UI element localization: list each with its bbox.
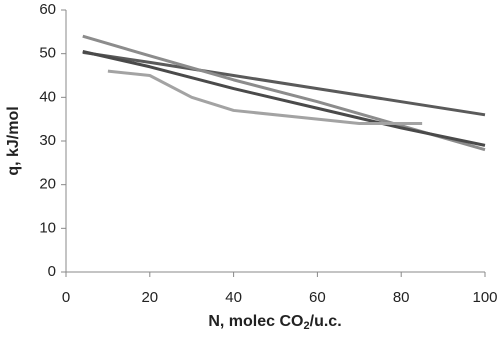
- x-tick-label: 60: [309, 289, 326, 306]
- y-tick-label: 10: [39, 219, 56, 236]
- series-line: [82, 50, 486, 147]
- y-axis-label: q, kJ/mol: [5, 106, 22, 175]
- x-tick-label: 100: [472, 289, 497, 306]
- y-tick-label: 40: [39, 88, 56, 105]
- x-tick-label: 80: [393, 289, 410, 306]
- x-tick-label: 20: [141, 289, 158, 306]
- x-axis-label: N, molec CO2/u.c.: [208, 313, 341, 332]
- x-tick-label: 0: [62, 289, 70, 306]
- y-tick-label: 0: [48, 263, 56, 280]
- x-tick-label: 40: [225, 289, 242, 306]
- y-tick-label: 20: [39, 176, 56, 193]
- x-label-part: N, molec CO: [208, 313, 303, 330]
- x-label-sub: 2: [304, 320, 310, 332]
- x-label-part: /u.c.: [310, 313, 342, 330]
- y-tick-label: 30: [39, 132, 56, 149]
- y-tick-label: 60: [39, 1, 56, 18]
- y-tick-label: 50: [39, 45, 56, 62]
- series-line: [107, 69, 423, 126]
- series-line: [82, 50, 486, 117]
